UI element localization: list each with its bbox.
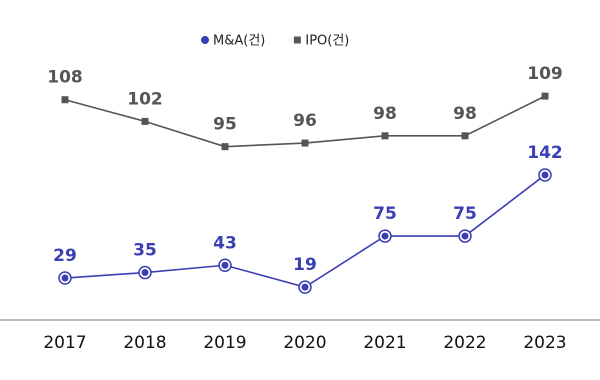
point-core: [381, 232, 389, 240]
value-label: 75: [373, 204, 397, 224]
x-tick-label: 2018: [123, 333, 166, 353]
value-label: 43: [213, 233, 237, 253]
point: [61, 96, 69, 104]
x-tick-label: 2022: [443, 333, 486, 353]
point-core: [541, 171, 549, 179]
value-label: 108: [47, 68, 83, 88]
point: [301, 139, 309, 147]
value-label: 19: [293, 255, 317, 275]
x-tick-label: 2020: [283, 333, 326, 353]
point-core: [61, 274, 69, 282]
legend-label: IPO(건): [305, 34, 349, 49]
point-core: [301, 283, 309, 291]
value-label: 75: [453, 204, 477, 224]
value-label: 96: [293, 111, 317, 131]
value-label: 102: [127, 89, 163, 109]
value-label: 142: [527, 143, 563, 163]
point: [461, 132, 469, 140]
point-core: [221, 261, 229, 269]
value-label: 95: [213, 115, 237, 135]
point-core: [461, 232, 469, 240]
point: [141, 117, 149, 125]
value-label: 35: [133, 241, 157, 261]
legend-label: M&A(건): [213, 34, 265, 49]
point: [541, 92, 549, 100]
x-tick-label: 2019: [203, 333, 246, 353]
legend-marker: [293, 36, 301, 44]
point: [221, 143, 229, 151]
x-tick-label: 2017: [43, 333, 86, 353]
value-label: 109: [527, 64, 563, 84]
point: [381, 132, 389, 140]
value-label: 98: [373, 104, 397, 124]
legend-marker: [200, 35, 210, 45]
value-label: 98: [453, 104, 477, 124]
point-core: [141, 269, 149, 277]
value-label: 29: [53, 246, 77, 266]
x-tick-label: 2023: [523, 333, 566, 353]
x-tick-label: 2021: [363, 333, 406, 353]
